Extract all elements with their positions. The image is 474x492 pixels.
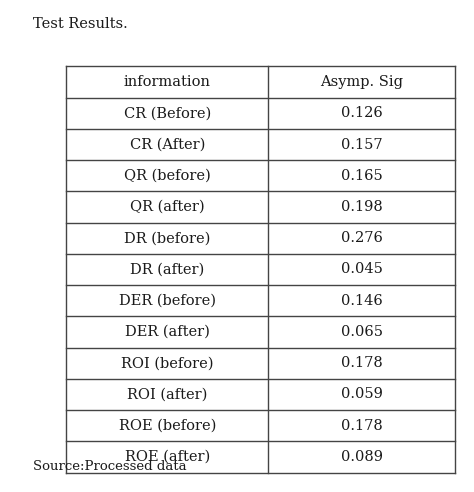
- Text: CR (After): CR (After): [130, 138, 205, 152]
- Text: information: information: [124, 75, 211, 89]
- Text: 0.045: 0.045: [341, 263, 383, 277]
- Text: ROE (after): ROE (after): [125, 450, 210, 464]
- Text: 0.126: 0.126: [341, 106, 383, 120]
- Text: 0.276: 0.276: [341, 231, 383, 245]
- Text: Source:Processed data: Source:Processed data: [33, 461, 187, 473]
- Text: DER (before): DER (before): [119, 294, 216, 308]
- Text: 0.178: 0.178: [341, 356, 383, 370]
- Text: 0.198: 0.198: [341, 200, 383, 214]
- Text: DER (after): DER (after): [125, 325, 210, 339]
- Text: DR (after): DR (after): [130, 263, 205, 277]
- Text: ROI (before): ROI (before): [121, 356, 214, 370]
- Text: Test Results.: Test Results.: [33, 17, 128, 31]
- Text: Asymp. Sig: Asymp. Sig: [320, 75, 403, 89]
- Text: CR (Before): CR (Before): [124, 106, 211, 120]
- Text: 0.157: 0.157: [341, 138, 383, 152]
- Text: 0.065: 0.065: [341, 325, 383, 339]
- Text: 0.178: 0.178: [341, 419, 383, 432]
- Text: 0.059: 0.059: [341, 388, 383, 401]
- Text: QR (after): QR (after): [130, 200, 205, 214]
- Text: DR (before): DR (before): [124, 231, 210, 245]
- Text: QR (before): QR (before): [124, 169, 211, 183]
- Text: 0.146: 0.146: [341, 294, 383, 308]
- Text: ROI (after): ROI (after): [127, 388, 208, 401]
- Text: 0.089: 0.089: [341, 450, 383, 464]
- Text: 0.165: 0.165: [341, 169, 383, 183]
- Text: ROE (before): ROE (before): [118, 419, 216, 432]
